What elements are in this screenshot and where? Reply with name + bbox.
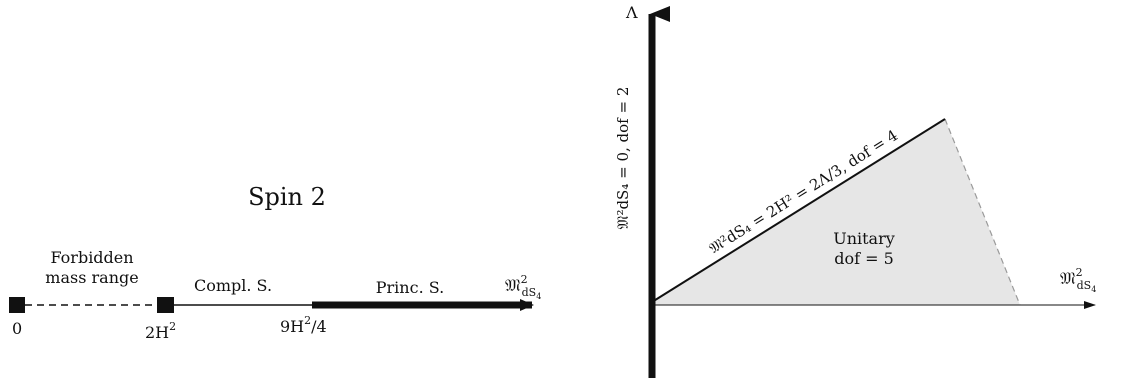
left-axis-label: 𝔐2 dS4 bbox=[505, 273, 541, 301]
tick-label-9h2-over-4: 9H2/4 bbox=[280, 314, 327, 336]
partially-massless-diagonal-line bbox=[651, 118, 946, 303]
forbidden-label-line1: Forbidden bbox=[50, 248, 133, 267]
forbidden-label-line2: mass range bbox=[45, 268, 138, 287]
unitarity-region-diagram: Λ 𝔐2 dS4 𝔐²dS₄ = 0, dof = 2 𝔐²dS₄ = 2H² =… bbox=[614, 3, 1096, 378]
endpoint-square-zero bbox=[9, 297, 25, 313]
lambda-axis-label: Λ bbox=[625, 3, 638, 22]
princ-series-label: Princ. S. bbox=[376, 278, 444, 297]
unitary-region-dashed-edge bbox=[944, 118, 1021, 306]
tick-label-zero: 0 bbox=[12, 319, 22, 338]
spin2-title: Spin 2 bbox=[248, 183, 326, 211]
right-axis-label: 𝔐2 dS4 bbox=[1060, 266, 1096, 294]
spin2-mass-line-diagram: Spin 2 Forbidden mass range Compl. S. Pr… bbox=[9, 183, 541, 342]
massless-vertical-text: 𝔐²dS₄ = 0, dof = 2 bbox=[614, 87, 632, 230]
unitary-region-fill bbox=[652, 119, 1020, 305]
compl-series-label: Compl. S. bbox=[194, 276, 272, 295]
endpoint-square-2h2 bbox=[157, 297, 174, 313]
unitary-label-line2: dof = 5 bbox=[834, 249, 894, 268]
tick-label-2h2: 2H2 bbox=[145, 320, 176, 342]
unitary-label-line1: Unitary bbox=[833, 229, 895, 248]
